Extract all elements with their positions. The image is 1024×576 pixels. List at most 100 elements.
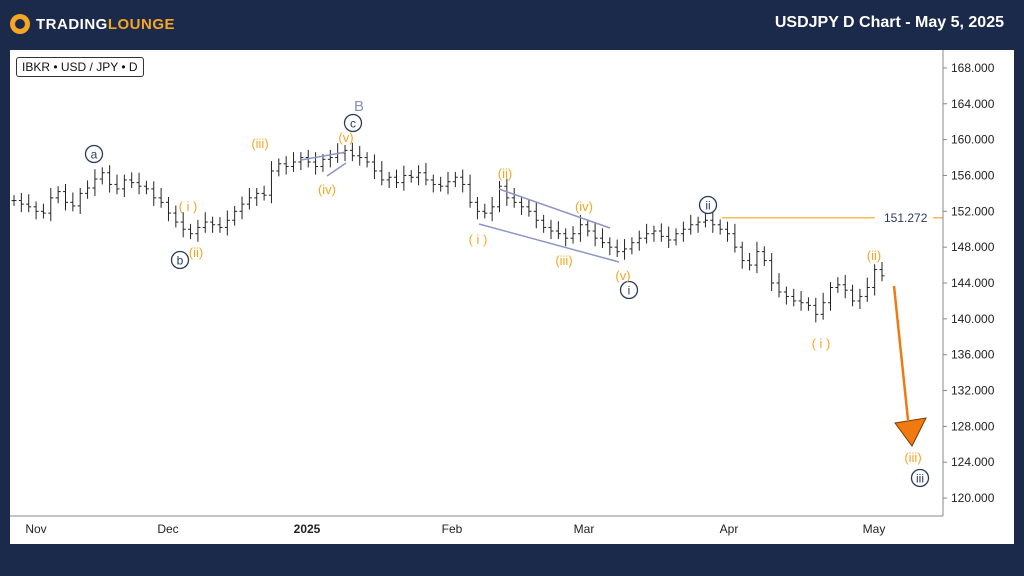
price-bar	[40, 203, 46, 219]
wave-label-a-circle	[84, 144, 104, 164]
price-bar	[283, 156, 289, 175]
price-bar	[629, 237, 635, 255]
projection-arrow-shaft	[892, 285, 910, 421]
wave-label-c: c	[350, 117, 356, 131]
price-bar	[592, 223, 598, 247]
price-bar	[820, 292, 826, 320]
price-bar	[202, 212, 208, 233]
wave-label-orange-v: (v)	[615, 268, 630, 283]
price-bar	[33, 201, 39, 220]
projection-arrow-head	[894, 417, 927, 447]
price-bar	[165, 196, 171, 222]
price-bar	[688, 214, 694, 235]
x-tick-label: May	[863, 522, 886, 536]
wave-label-orange-i: ( i )	[812, 336, 831, 351]
price-bar	[519, 196, 525, 215]
price-bar	[739, 241, 745, 269]
y-tick-label: 160.000	[951, 133, 995, 147]
price-bar	[776, 273, 782, 298]
price-bar	[77, 188, 83, 214]
price-bar	[717, 219, 723, 235]
price-bar	[408, 170, 414, 183]
price-bar	[761, 246, 767, 266]
y-tick-label: 132.000	[951, 384, 995, 398]
price-bar	[55, 186, 61, 204]
price-bar	[224, 210, 230, 236]
price-bar	[195, 219, 201, 242]
x-tick-label: Mar	[574, 522, 595, 536]
wave-label-orange-iii: (iii)	[904, 450, 921, 465]
price-bar	[379, 161, 385, 186]
y-tick-label: 144.000	[951, 276, 995, 290]
price-bar	[246, 188, 252, 210]
x-tick-label: 2025	[294, 522, 321, 536]
wave-label-c-circle	[343, 113, 363, 133]
price-bar	[467, 174, 473, 208]
price-bar	[276, 158, 282, 177]
price-bar	[555, 221, 561, 240]
price-bar	[482, 203, 488, 219]
price-bar	[357, 145, 363, 166]
price-bar	[364, 152, 370, 168]
wave-label-b: b	[177, 254, 184, 268]
wave-label-orange-i: ( i )	[179, 199, 198, 214]
price-bar	[658, 223, 664, 242]
price-bar	[460, 169, 466, 193]
price-bar	[452, 171, 458, 188]
channel-line-upper	[498, 188, 611, 229]
price-bar	[798, 291, 804, 311]
price-bar	[114, 174, 120, 195]
price-bar	[217, 217, 223, 233]
price-bar	[754, 241, 760, 274]
price-bar	[474, 196, 480, 220]
wave-label-orange-iv: (iv)	[575, 199, 593, 214]
wave-label-iii-circle	[910, 468, 930, 488]
y-tick-label: 148.000	[951, 240, 995, 254]
price-bar	[599, 228, 605, 249]
price-bar	[702, 212, 708, 228]
wave-label-orange-iv: (iv)	[318, 182, 336, 197]
price-bar	[18, 192, 24, 213]
price-bar	[11, 195, 17, 206]
price-bar	[423, 162, 429, 186]
y-tick-label: 164.000	[951, 97, 995, 111]
price-bar	[129, 172, 135, 189]
price-bar	[548, 219, 554, 240]
price-bar	[210, 216, 216, 233]
price-bar	[828, 282, 834, 311]
price-bar	[835, 277, 841, 293]
price-bar	[577, 214, 583, 242]
x-tick-label: Apr	[720, 522, 739, 536]
price-bar	[857, 288, 863, 309]
symbol-badge[interactable]: IBKR • USD / JPY • D	[16, 57, 144, 77]
price-bar	[92, 169, 98, 197]
price-bar	[673, 228, 679, 246]
price-bar	[445, 171, 451, 195]
price-bar	[313, 152, 319, 175]
y-tick-label: 128.000	[951, 419, 995, 433]
price-bar	[541, 214, 547, 233]
price-bar	[151, 181, 157, 206]
price-bar	[188, 223, 194, 240]
price-bar	[511, 188, 517, 208]
price-bar	[783, 286, 789, 305]
price-bar	[173, 205, 179, 228]
y-tick-label: 156.000	[951, 168, 995, 182]
price-bar	[48, 188, 54, 222]
price-bar	[725, 221, 731, 242]
price-bar	[430, 174, 436, 193]
channel-line-lower	[478, 223, 620, 263]
price-bar	[651, 225, 657, 242]
channel-line-upper	[300, 151, 347, 161]
price-bar	[85, 180, 91, 199]
price-bar	[401, 165, 407, 191]
resistance-label: 151.272	[884, 211, 928, 225]
price-bar	[371, 154, 377, 180]
price-bar	[62, 183, 68, 211]
y-tick-label: 140.000	[951, 312, 995, 326]
wave-label-orange-iii: (iii)	[555, 253, 572, 268]
header-bar: TRADINGLOUNGE USDJPY D Chart - May 5, 20…	[0, 0, 1024, 48]
price-bar	[710, 210, 716, 233]
price-bar	[136, 172, 142, 195]
